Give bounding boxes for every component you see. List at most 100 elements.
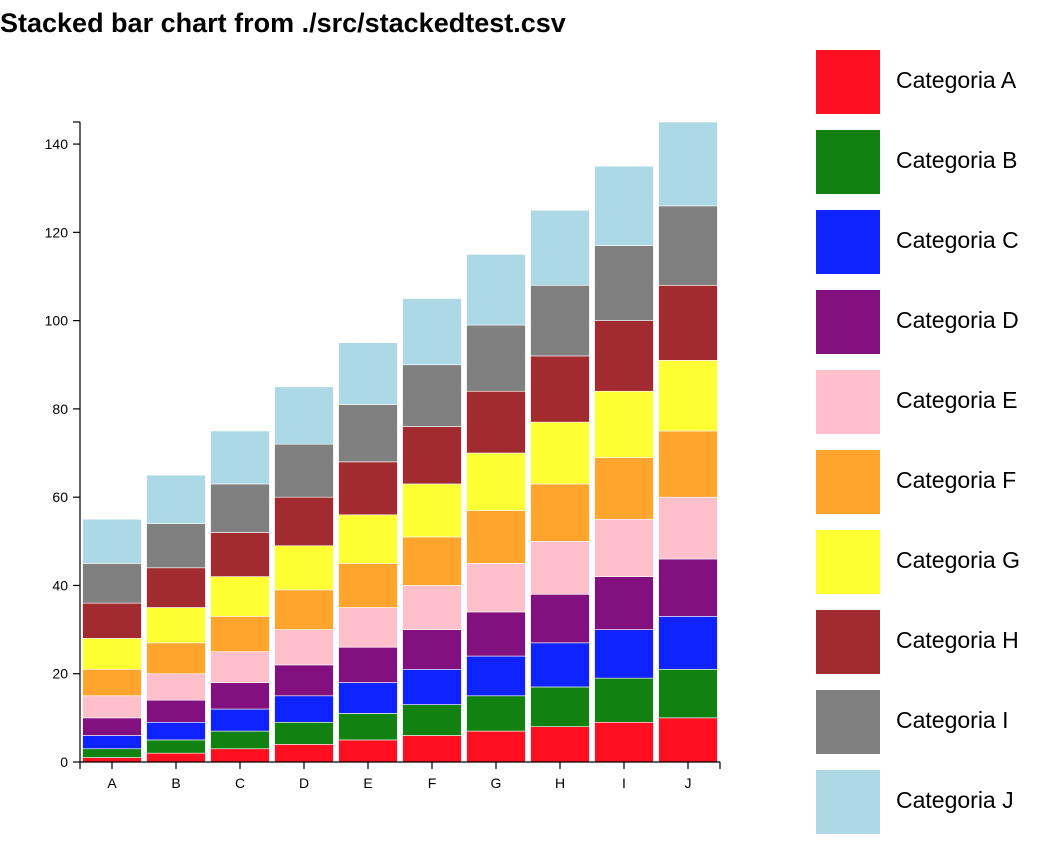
y-tick-label: 80 xyxy=(52,401,68,417)
y-tick-label: 60 xyxy=(52,489,68,505)
bar-segment-B-10 xyxy=(146,474,206,524)
bar-segment-A-2 xyxy=(82,748,142,758)
y-tick-label: 120 xyxy=(45,224,69,240)
bar-segment-H-6 xyxy=(530,483,590,542)
legend-swatch xyxy=(816,50,880,114)
bar-segment-H-7 xyxy=(530,421,590,485)
bar-segment-F-9 xyxy=(402,364,462,427)
bar-segment-E-2 xyxy=(338,713,398,741)
legend-label: Categoria A xyxy=(896,67,1017,93)
bar-segment-B-9 xyxy=(146,523,206,569)
legend-swatch xyxy=(816,530,880,594)
bar-segment-I-5 xyxy=(594,518,654,577)
bar-segment-A-10 xyxy=(82,518,142,564)
bar-segment-J-4 xyxy=(658,558,718,617)
chart-title: Stacked bar chart from ./src/stackedtest… xyxy=(0,8,566,38)
bar-segment-J-8 xyxy=(658,285,718,361)
bar-segment-H-2 xyxy=(530,686,590,727)
x-tick-label: H xyxy=(555,775,565,791)
bar-segment-C-6 xyxy=(210,616,270,652)
bar-segment-D-3 xyxy=(274,695,334,723)
legend-label: Categoria J xyxy=(896,787,1014,813)
bar-segment-G-3 xyxy=(466,655,526,697)
x-tick-label: A xyxy=(107,775,117,791)
bar-segment-F-10 xyxy=(402,298,462,366)
bars-layer xyxy=(82,121,718,763)
legend-swatch xyxy=(816,130,880,194)
bar-segment-B-3 xyxy=(146,721,206,741)
bar-segment-H-5 xyxy=(530,541,590,595)
bar-segment-D-2 xyxy=(274,721,334,745)
bar-segment-I-7 xyxy=(594,390,654,458)
bar-segment-C-9 xyxy=(210,483,270,533)
bar-segment-J-2 xyxy=(658,669,718,719)
bar-segment-G-9 xyxy=(466,324,526,392)
bar-segment-B-6 xyxy=(146,642,206,675)
y-tick-label: 0 xyxy=(60,754,68,770)
legend-item: Categoria E xyxy=(816,370,1017,434)
bar-segment-E-4 xyxy=(338,646,398,683)
legend-item: Categoria J xyxy=(816,770,1014,834)
bar-segment-G-1 xyxy=(466,730,526,763)
bar-segment-A-3 xyxy=(82,735,142,750)
x-tick-label: J xyxy=(685,775,692,791)
bar-segment-E-7 xyxy=(338,514,398,564)
bar-segment-F-8 xyxy=(402,426,462,485)
legend-item: Categoria H xyxy=(816,610,1019,674)
x-tick-label: C xyxy=(235,775,245,791)
legend-item: Categoria I xyxy=(816,690,1009,754)
legend-swatch xyxy=(816,770,880,834)
bar-segment-H-1 xyxy=(530,726,590,763)
x-tick-label: G xyxy=(491,775,502,791)
bar-segment-G-8 xyxy=(466,390,526,454)
legend-item: Categoria D xyxy=(816,290,1019,354)
y-tick-label: 100 xyxy=(45,313,69,329)
bar-segment-C-1 xyxy=(210,748,270,763)
bar-segment-C-10 xyxy=(210,430,270,485)
legend-swatch xyxy=(816,610,880,674)
bar-segment-G-2 xyxy=(466,695,526,732)
bar-segment-E-1 xyxy=(338,739,398,763)
legend-item: Categoria B xyxy=(816,130,1017,194)
bar-segment-D-4 xyxy=(274,664,334,697)
bar-segment-C-3 xyxy=(210,708,270,732)
legend-swatch xyxy=(816,690,880,754)
bar-segment-F-4 xyxy=(402,629,462,670)
bar-segment-C-5 xyxy=(210,651,270,683)
bar-segment-I-10 xyxy=(594,165,654,246)
bar-segment-J-3 xyxy=(658,616,718,670)
bar-segment-H-9 xyxy=(530,285,590,357)
legend-label: Categoria F xyxy=(896,467,1016,493)
bar-segment-D-5 xyxy=(274,629,334,666)
bar-segment-H-3 xyxy=(530,642,590,688)
bar-segment-B-4 xyxy=(146,699,206,723)
bar-segment-D-7 xyxy=(274,545,334,591)
legend-label: Categoria D xyxy=(896,307,1019,333)
x-axis: A B C D E F G H I J xyxy=(79,761,721,791)
bar-segment-A-9 xyxy=(82,563,142,604)
bar-segment-D-8 xyxy=(274,496,334,547)
bar-segment-H-4 xyxy=(530,593,590,644)
bar-segment-C-4 xyxy=(210,682,270,710)
legend-item: Categoria F xyxy=(816,450,1016,514)
legend-label: Categoria C xyxy=(896,227,1019,253)
bar-segment-J-5 xyxy=(658,496,718,560)
legend-item: Categoria A xyxy=(816,50,1017,114)
bar-segment-E-10 xyxy=(338,342,398,405)
y-tick-label: 140 xyxy=(45,136,69,152)
bar-segment-D-9 xyxy=(274,443,334,498)
bar-segment-E-3 xyxy=(338,682,398,714)
x-tick-label: D xyxy=(299,775,309,791)
bar-segment-E-8 xyxy=(338,461,398,516)
bar-segment-C-2 xyxy=(210,730,270,750)
bar-segment-I-9 xyxy=(594,245,654,321)
bar-segment-A-4 xyxy=(82,717,142,736)
bar-segment-A-1 xyxy=(82,757,142,763)
bar-segment-A-8 xyxy=(82,602,142,639)
legend-item: Categoria G xyxy=(816,530,1020,594)
bar-segment-E-5 xyxy=(338,607,398,648)
x-tick-label: B xyxy=(171,775,180,791)
bar-segment-J-1 xyxy=(658,717,718,763)
bar-segment-F-1 xyxy=(402,735,462,763)
bar-segment-E-9 xyxy=(338,404,398,463)
